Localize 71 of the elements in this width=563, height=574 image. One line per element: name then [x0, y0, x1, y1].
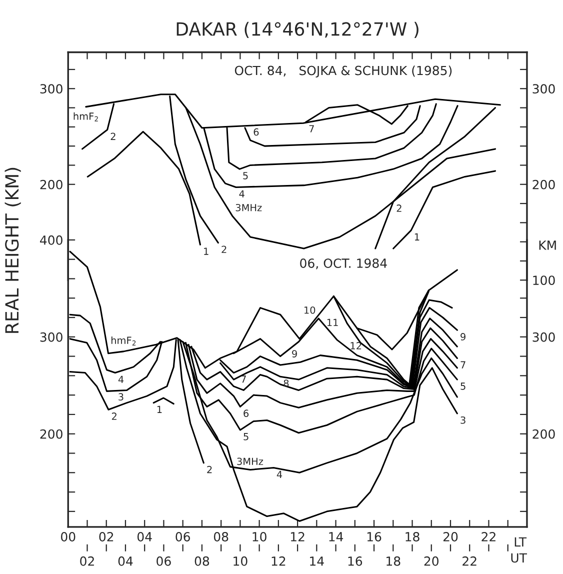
annotation: hmF$_{2}$: [74, 112, 98, 122]
x-tick-label: 04: [137, 532, 152, 542]
y-tick-label: 200: [40, 429, 62, 439]
annotation: 7: [460, 361, 466, 368]
annotation: 2: [110, 132, 116, 140]
x2-tick-label: 10: [234, 556, 248, 566]
y-tick-label: 400: [40, 235, 62, 245]
annotation: 4: [276, 470, 282, 478]
y2-tick-label: 300: [532, 332, 555, 342]
annotation: 6: [244, 410, 249, 418]
y-tick-label: 300: [40, 84, 62, 94]
x-tick-label: 08: [214, 532, 228, 542]
annotation: 2: [222, 246, 226, 253]
x2-tick-label: 18: [386, 556, 400, 566]
x-tick-label: 18: [406, 532, 420, 542]
y-tick-label: 300: [40, 332, 62, 342]
y-axis-title: REAL HEIGHT (KM): [4, 168, 21, 333]
y2-tick-label: 300: [532, 84, 555, 94]
x2-tick-label: 02: [80, 556, 94, 566]
x2-tick-label: 06: [156, 556, 171, 566]
annotation: 8: [284, 380, 289, 387]
annotation: 5: [243, 172, 248, 180]
y2-tick-label: 200: [532, 429, 555, 439]
annotation: hmF$_{2}$: [111, 336, 136, 346]
x2-tick-label: 14: [310, 556, 324, 566]
x2-axis-title: UT: [511, 553, 528, 563]
annotation: 3: [118, 393, 124, 401]
annotation: 9: [292, 350, 297, 358]
annotation: 1: [157, 406, 162, 413]
x-axis-title: LT: [514, 537, 527, 546]
x-tick-label: 22: [482, 532, 496, 542]
x-tick-label: 16: [367, 532, 382, 542]
x2-tick-label: 04: [118, 556, 133, 566]
x-tick-label: 06: [176, 532, 190, 542]
annotation: 3MHz: [237, 458, 264, 466]
annotation: 1: [204, 248, 208, 255]
x-tick-label: 20: [443, 532, 458, 542]
y2-axis-title: KM: [539, 240, 556, 250]
annotation: 2: [207, 466, 212, 474]
x2-tick-label: 12: [272, 556, 286, 566]
x2-tick-label: 16: [348, 556, 362, 566]
annotation: 4: [239, 190, 244, 198]
annotation: 06, OCT. 1984: [300, 258, 387, 270]
annotation: 3MHz: [236, 204, 262, 212]
x-tick-label: 12: [290, 532, 304, 542]
annotation: 4: [118, 376, 124, 383]
y2-tick-label: 100: [533, 276, 555, 286]
annotation: 7: [309, 125, 314, 132]
annotation: 5: [460, 382, 466, 390]
annotation: 1: [414, 233, 420, 240]
annotation: 9: [460, 333, 466, 340]
x2-tick-label: 22: [462, 556, 476, 566]
y-tick-label: 200: [40, 180, 62, 190]
annotation: 2: [396, 204, 402, 212]
annotation: 12: [350, 342, 362, 350]
annotation: 3: [460, 416, 466, 424]
chart-title: DAKAR (14°46'N,12°27'W ): [176, 22, 418, 38]
annotation: 2: [112, 412, 116, 420]
y2-tick-label: 200: [532, 180, 555, 190]
x-tick-label: 02: [99, 532, 114, 542]
annotation: 11: [327, 318, 338, 326]
annotation: 10: [304, 306, 316, 314]
annotation: 7: [241, 376, 246, 383]
annotation: OCT. 84, SOJKA & SCHUNK (1985): [234, 66, 452, 78]
x-tick-label: 10: [252, 532, 266, 542]
x2-tick-label: 08: [194, 556, 210, 566]
x2-tick-label: 20: [424, 556, 438, 566]
x-tick-label: 14: [329, 532, 344, 542]
annotation: 5: [244, 433, 248, 440]
annotation: 6: [254, 128, 259, 136]
x-tick-label: 00: [60, 532, 76, 542]
